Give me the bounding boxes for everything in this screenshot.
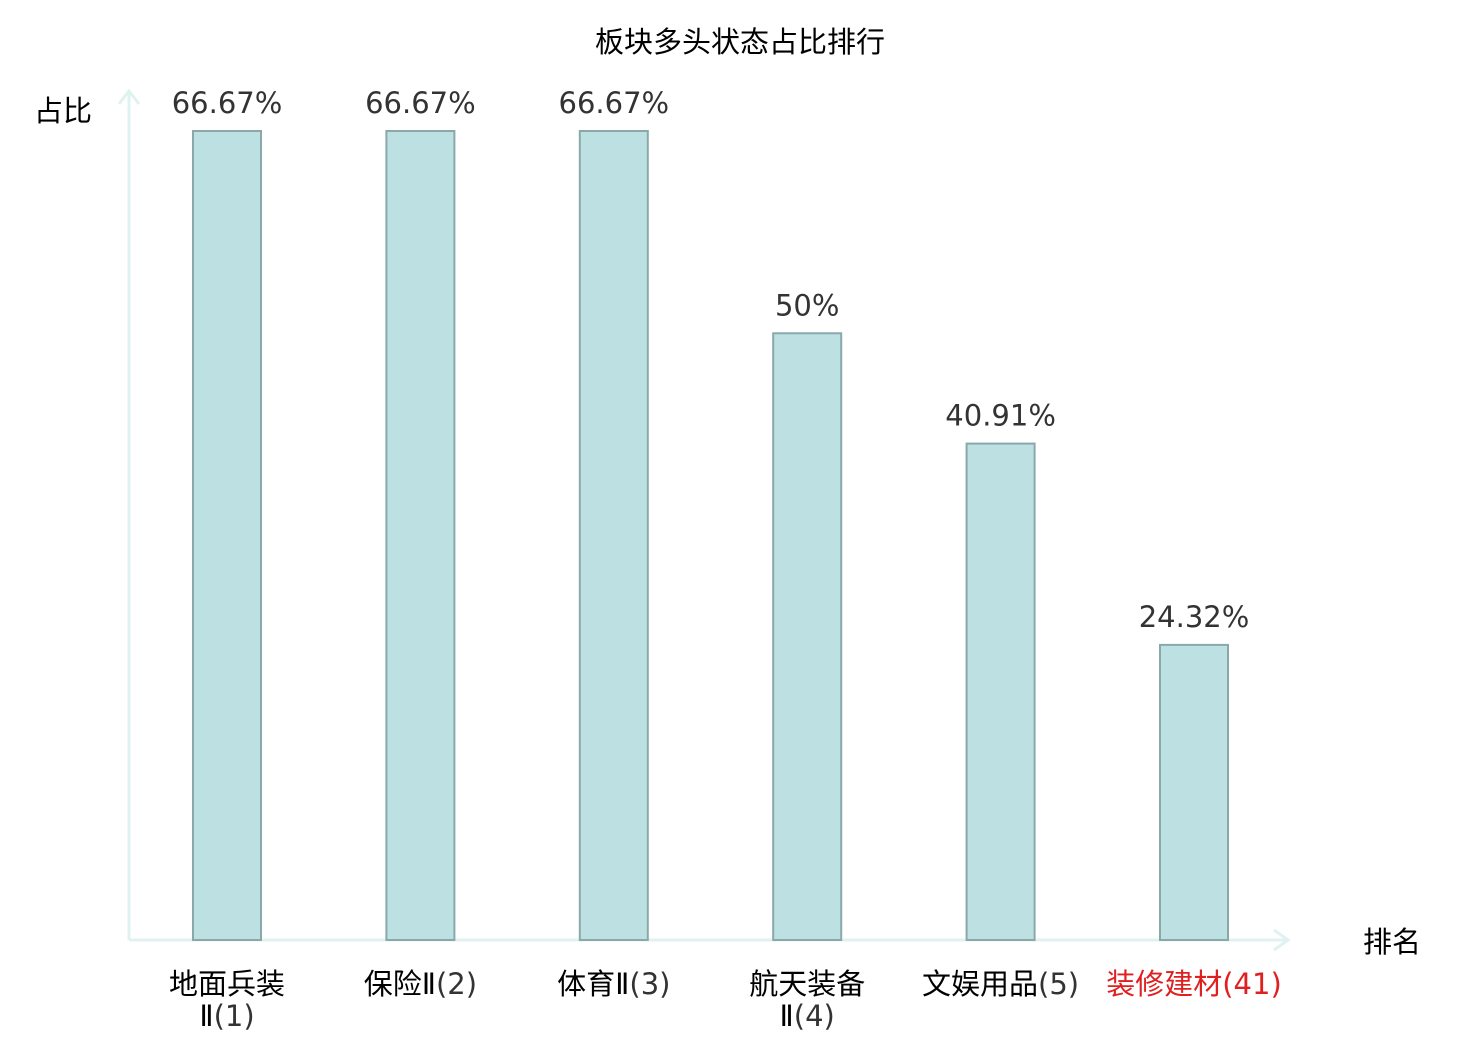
value-label-6: 24.32% bbox=[1139, 600, 1250, 634]
x-axis-label: 排名 bbox=[1363, 925, 1421, 959]
category-label-3-line-1: 体育Ⅱ bbox=[557, 967, 629, 1001]
category-labels-group: 地面兵装 Ⅱ(1)保险Ⅱ(2) 体育Ⅱ(3) 航天装备 Ⅱ(4)文娱用品(5) 装修建材(… bbox=[169, 967, 1282, 1033]
category-label-2-line-1: 保险Ⅱ bbox=[364, 967, 436, 1001]
category-rank-5: (5) bbox=[1038, 967, 1079, 1001]
category-label-1: 地面兵装 Ⅱ(1) bbox=[169, 967, 285, 1033]
value-labels-group: 66.67% 66.67% 66.67% 50% 40.91% 24.32% bbox=[172, 86, 1250, 634]
category-label-4-line-1: 航天装备 bbox=[749, 967, 865, 1001]
bar-3 bbox=[578, 130, 649, 941]
bar-6 bbox=[1159, 643, 1229, 941]
bar-4 bbox=[772, 332, 843, 941]
bar-5 bbox=[965, 442, 1036, 941]
category-label-5-line-1: 文娱用品 bbox=[922, 967, 1038, 1001]
bar-2 bbox=[385, 130, 456, 941]
category-label-1-line-2: Ⅱ bbox=[199, 999, 213, 1033]
bar-1 bbox=[192, 130, 262, 941]
category-label-2: 保险Ⅱ(2) bbox=[364, 967, 477, 1001]
x-axis-arrow bbox=[1273, 928, 1291, 952]
bars-group bbox=[192, 130, 1229, 941]
value-label-2: 66.67% bbox=[365, 86, 476, 120]
category-label-3: 体育Ⅱ(3) bbox=[557, 967, 670, 1001]
y-axis-label: 占比 bbox=[34, 94, 92, 128]
category-rank-3: (3) bbox=[629, 967, 670, 1001]
category-label-6: 装修建材(41) bbox=[1106, 967, 1282, 1001]
category-rank-2: (2) bbox=[436, 967, 477, 1001]
value-label-4: 50% bbox=[775, 288, 839, 322]
category-rank-6: (41) bbox=[1222, 967, 1282, 1001]
category-rank-1: (1) bbox=[214, 999, 255, 1033]
category-label-1-line-1: 地面兵装 bbox=[169, 967, 285, 1001]
category-rank-4: (4) bbox=[794, 999, 835, 1033]
value-label-1: 66.67% bbox=[172, 86, 283, 120]
value-label-5: 40.91% bbox=[945, 399, 1056, 433]
category-label-4: 航天装备 Ⅱ(4) bbox=[749, 967, 865, 1033]
value-label-3: 66.67% bbox=[559, 86, 670, 120]
y-axis-arrow bbox=[117, 88, 141, 105]
chart-title: 板块多头状态占比排行 bbox=[595, 25, 885, 59]
category-label-6-line-1: 装修建材 bbox=[1106, 967, 1222, 1001]
category-label-5: 文娱用品(5) bbox=[922, 967, 1079, 1001]
category-label-4-line-2: Ⅱ bbox=[780, 999, 794, 1033]
